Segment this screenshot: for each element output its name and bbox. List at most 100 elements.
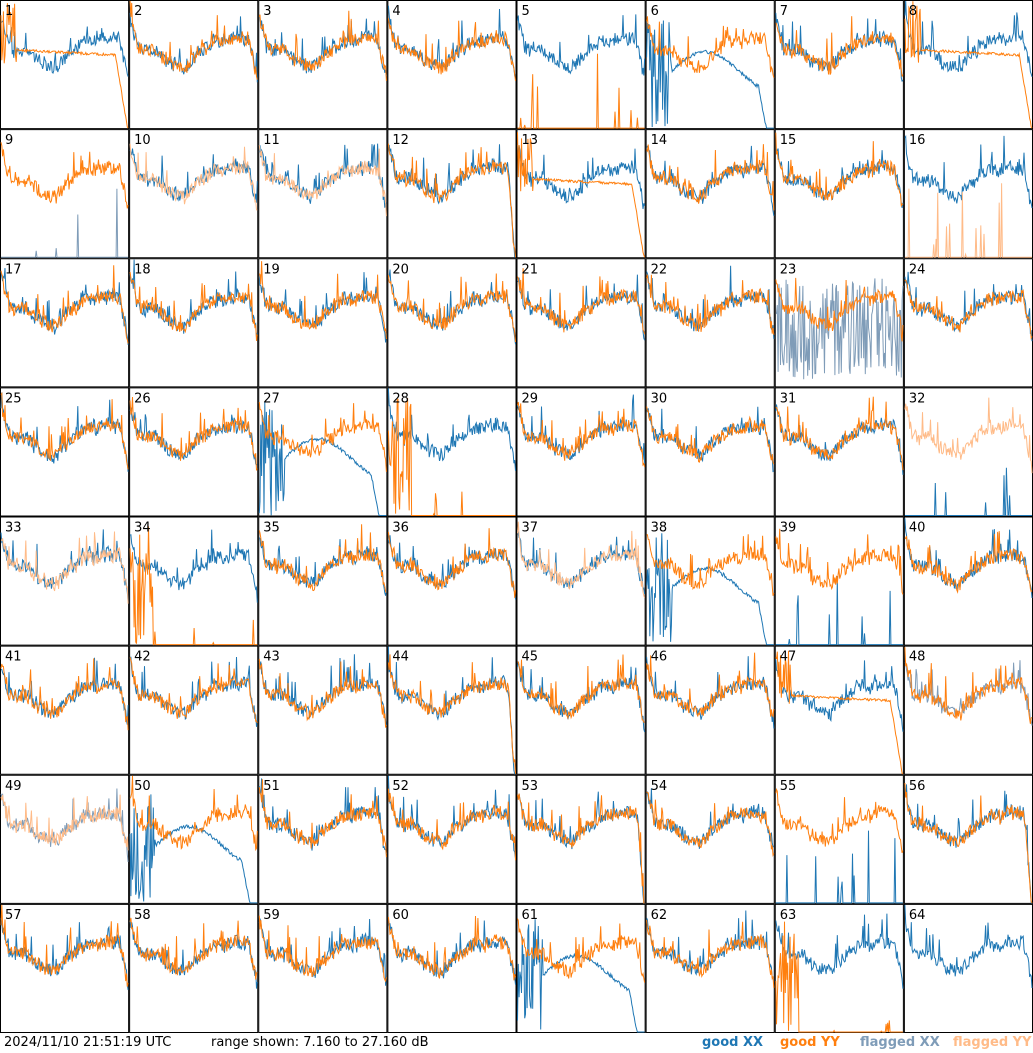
- series-yy: [904, 531, 1033, 594]
- series-yy: [646, 406, 775, 465]
- panel-number: 25: [5, 391, 22, 406]
- series-xx: [775, 913, 904, 989]
- panel-frame: [129, 0, 259, 130]
- series-yy: [904, 279, 1033, 341]
- panel-number: 13: [522, 133, 539, 148]
- panel-number: 14: [651, 133, 668, 148]
- panel-60: 60: [387, 903, 517, 1033]
- panel-frame: [645, 903, 775, 1033]
- panel-31: 31: [774, 387, 904, 517]
- panel-58: 58: [129, 903, 259, 1033]
- series-yy: [517, 793, 645, 904]
- panel-number: 39: [780, 521, 797, 536]
- series-xx: [646, 788, 775, 849]
- series-yy: [904, 782, 1033, 904]
- timestamp: 2024/11/10 21:51:19 UTC: [4, 1035, 172, 1050]
- series-yy: [387, 654, 516, 774]
- panel-38: 38: [645, 516, 775, 646]
- panel-20: 20: [387, 258, 517, 388]
- panel-number: 22: [651, 262, 668, 277]
- panel-61: 61: [516, 903, 646, 1033]
- panel-44: 44: [387, 645, 517, 775]
- series-yy: [646, 144, 775, 211]
- panel-45: 45: [516, 645, 646, 775]
- series-yy: [517, 401, 646, 468]
- panel-number: 3: [263, 4, 271, 19]
- panel-number: 41: [5, 650, 22, 665]
- panel-number: 60: [392, 908, 409, 923]
- panel-16: 16: [903, 129, 1033, 259]
- panel-number: 57: [5, 908, 22, 923]
- panel-number: 36: [392, 521, 409, 536]
- panel-27: 27: [258, 387, 388, 517]
- series-yy: [646, 652, 775, 718]
- panel-41: 41: [0, 645, 130, 775]
- panel-frame: [129, 387, 259, 517]
- panel-number: 51: [263, 779, 280, 794]
- panel-number: 33: [5, 521, 22, 536]
- series-xx: [904, 134, 1033, 209]
- panel-frame: [903, 387, 1033, 517]
- series-xx: [646, 20, 774, 129]
- panel-frame: [129, 645, 259, 775]
- series-yy: [387, 18, 516, 81]
- panel-22: 22: [645, 258, 775, 388]
- series-yy: [387, 528, 516, 598]
- panel-59: 59: [258, 903, 388, 1033]
- series-xx: [0, 529, 129, 602]
- panel-frame: [903, 0, 1033, 130]
- panel-frame: [258, 258, 388, 388]
- panel-number: 53: [522, 779, 539, 794]
- panel-frame: [387, 516, 517, 646]
- panel-frame: [0, 903, 130, 1033]
- panel-number: 47: [780, 650, 797, 665]
- series-yy: [258, 915, 387, 983]
- panel-frame: [129, 258, 259, 388]
- panel-number: 21: [522, 262, 539, 277]
- panel-33: 33: [0, 516, 130, 646]
- panel-42: 42: [129, 645, 259, 775]
- series-yy: [258, 10, 387, 81]
- panel-25: 25: [0, 387, 130, 517]
- panel-number: 59: [263, 908, 280, 923]
- series-yy: [387, 143, 516, 258]
- series-yy: [0, 265, 129, 344]
- series-yy: [0, 658, 129, 731]
- panel-number: 49: [5, 779, 22, 794]
- panel-number: 1: [5, 4, 13, 19]
- panel-10: 10: [129, 129, 259, 259]
- panel-frame: [387, 0, 517, 130]
- series-yy: [0, 391, 129, 470]
- panel-62: 62: [645, 903, 775, 1033]
- panel-number: 10: [134, 133, 151, 148]
- panel-frame: [0, 258, 130, 388]
- series-yy: [775, 528, 904, 595]
- panel-number: 42: [134, 650, 151, 665]
- series-xx: [0, 20, 129, 77]
- panel-number: 34: [134, 521, 151, 536]
- series-xx: [258, 778, 387, 855]
- series-yy: [904, 647, 1033, 724]
- panel-number: 27: [263, 391, 280, 406]
- panel-number: 32: [909, 391, 926, 406]
- panel-frame: [0, 774, 130, 904]
- series-yy: [0, 904, 129, 987]
- panel-number: 48: [909, 650, 926, 665]
- series-yy: [775, 16, 904, 77]
- panel-47: 47: [774, 645, 904, 775]
- legend-good-yy: good YY: [780, 1035, 840, 1050]
- series-yy: [0, 3, 129, 129]
- panel-1: 1: [0, 0, 130, 130]
- panel-37: 37: [516, 516, 646, 646]
- panel-number: 38: [651, 521, 668, 536]
- series-xx: [775, 576, 903, 646]
- panel-number: 15: [780, 133, 797, 148]
- panel-number: 44: [392, 650, 409, 665]
- series-xx: [904, 0, 1033, 77]
- panel-number: 12: [392, 133, 409, 148]
- panel-number: 35: [263, 521, 280, 536]
- series-yy: [775, 277, 904, 342]
- legend-good-xx: good XX: [702, 1035, 764, 1050]
- panel-5: 5: [516, 0, 646, 130]
